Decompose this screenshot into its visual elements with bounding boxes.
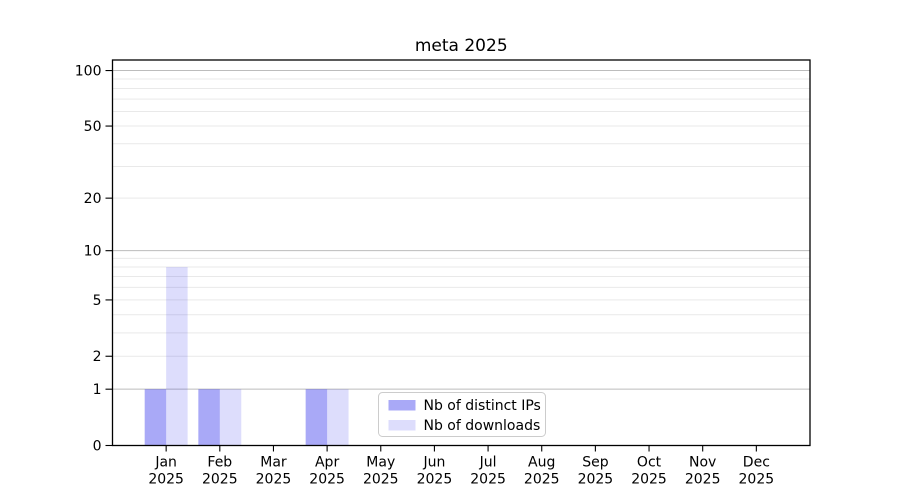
bar-series-0-month-1 [198,389,220,446]
y-tick-label: 100 [75,64,102,80]
x-tick-label: Aug 2025 [524,455,560,488]
bar-series-1-month-0 [166,266,188,446]
y-tick-label: 20 [84,191,102,207]
x-tick-label: Dec 2025 [739,455,775,488]
y-tick-label: 0 [93,439,102,455]
legend-label: Nb of downloads [424,418,541,434]
x-tick-label: Apr 2025 [309,455,345,488]
y-tick-label: 2 [93,349,102,365]
legend-box [378,392,546,437]
x-tick-label: Feb 2025 [202,455,238,488]
y-tick-label: 10 [84,244,102,260]
x-tick-label: May 2025 [363,455,399,488]
chart-title: meta 2025 [415,36,508,56]
legend-swatch-series-1 [388,420,416,431]
x-tick-label: Mar 2025 [256,455,292,488]
x-tick-label: Jun 2025 [417,455,453,488]
plot-frame [111,59,811,447]
bar-series-0-month-0 [144,389,167,446]
x-tick-label: Sep 2025 [578,455,614,488]
x-tick-label: Jul 2025 [470,455,506,488]
y-tick-label: 5 [93,293,102,309]
y-tick-label: 50 [84,119,102,135]
y-tick-label: 1 [93,382,102,398]
legend-label: Nb of distinct IPs [424,398,541,414]
legend: Nb of distinct IPs Nb of downloads [378,392,546,437]
x-tick-label: Jan 2025 [148,455,184,488]
bar-series-1-month-1 [219,389,242,446]
legend-swatch-series-0 [388,400,416,411]
x-tick-label: Nov 2025 [685,455,721,488]
bar-series-1-month-3 [327,389,349,446]
x-tick-label: Oct 2025 [631,455,667,488]
bar-series-0-month-3 [305,389,328,446]
